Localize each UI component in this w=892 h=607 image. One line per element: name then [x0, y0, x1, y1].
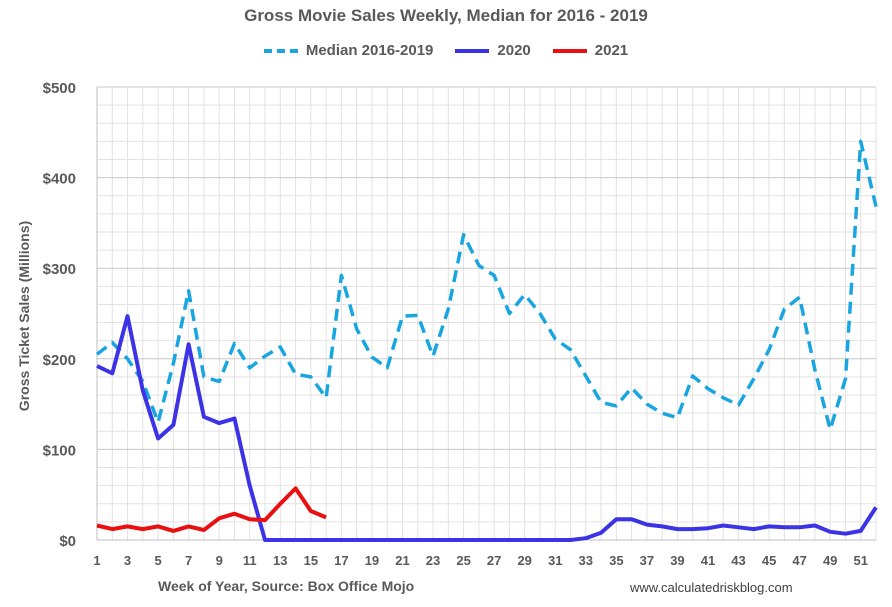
y-tick-label: $300	[43, 261, 76, 278]
y-tick-label: $0	[59, 533, 76, 550]
x-tick-label: 35	[609, 553, 623, 568]
x-tick-label: 5	[154, 553, 161, 568]
x-tick-label: 49	[823, 553, 837, 568]
axes	[96, 87, 876, 541]
y-tick-label: $400	[43, 171, 76, 188]
x-tick-label: 23	[426, 553, 440, 568]
x-tick-label: 21	[395, 553, 409, 568]
x-tick-label: 25	[456, 553, 470, 568]
x-tick-label: 19	[365, 553, 379, 568]
series-line-median	[95, 139, 878, 432]
x-tick-label: 39	[670, 553, 684, 568]
y-tick-label: $500	[43, 80, 76, 97]
y-tick-label: $100	[43, 442, 76, 459]
x-tick-label: 3	[124, 553, 131, 568]
y-tick-label: $200	[43, 352, 76, 369]
legend-item-2021: 2021	[552, 42, 629, 59]
x-tick-label: 37	[640, 553, 654, 568]
x-tick-label: 43	[731, 553, 745, 568]
y-axis-label: Gross Ticket Sales (Millions)	[16, 220, 32, 412]
x-tick-label: 31	[548, 553, 562, 568]
x-tick-label: 9	[216, 553, 223, 568]
x-tick-label: 45	[762, 553, 776, 568]
series-lines	[95, 139, 878, 542]
legend-label-2020: 2020	[497, 42, 531, 59]
source-note: www.calculatedriskblog.com	[630, 580, 793, 595]
x-tick-label: 13	[273, 553, 287, 568]
legend-swatch-2020	[455, 48, 490, 53]
x-tick-label: 11	[243, 553, 257, 568]
x-tick-label: 27	[487, 553, 501, 568]
x-tick-label: 33	[579, 553, 593, 568]
legend-item-median: Median 2016-2019	[263, 42, 434, 59]
x-tick-label: 29	[517, 553, 531, 568]
series-line-2021	[96, 486, 327, 533]
legend-swatch-2021	[552, 48, 587, 53]
legend-label-2021: 2021	[594, 42, 629, 59]
x-tick-label: 1	[93, 553, 100, 568]
x-tick-label: 15	[304, 553, 318, 568]
series-line-2020	[96, 314, 878, 542]
legend-swatch-median	[263, 48, 298, 53]
grid	[96, 86, 877, 541]
x-tick-label: 7	[185, 553, 192, 568]
legend-item-2020: 2020	[455, 42, 531, 59]
chart-title: Gross Movie Sales Weekly, Median for 201…	[244, 6, 648, 25]
x-tick-label: 47	[792, 553, 806, 568]
x-tick-label: 41	[701, 553, 715, 568]
legend: Median 2016-2019 2020 2021	[0, 42, 892, 59]
legend-label-median: Median 2016-2019	[305, 42, 434, 59]
x-tick-label: 51	[853, 553, 867, 568]
x-tick-label: 17	[334, 553, 348, 568]
x-axis-label: Week of Year, Source: Box Office Mojo	[158, 578, 415, 594]
